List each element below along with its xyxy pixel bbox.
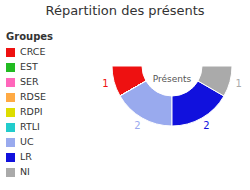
chart: Répartition des présents Groupes CRCE EST SE… <box>0 0 250 190</box>
legend-item: RDPI <box>6 106 42 117</box>
center-label: Présents <box>153 74 192 84</box>
slice <box>120 81 172 126</box>
legend: Groupes CRCE EST SER RDSE RDPI RTLI UC LR NI <box>6 31 53 177</box>
legend-swatch <box>6 123 15 132</box>
donut <box>112 66 232 126</box>
legend-item: CRCE <box>6 46 45 57</box>
legend-label: CRCE <box>20 46 45 57</box>
legend-item: NI <box>6 166 30 177</box>
legend-swatch <box>6 168 15 177</box>
legend-swatch <box>6 48 15 57</box>
legend-swatch <box>6 108 15 117</box>
legend-swatch <box>6 78 15 87</box>
legend-swatch <box>6 153 15 162</box>
legend-swatch <box>6 138 15 147</box>
legend-item: UC <box>6 136 34 147</box>
legend-swatch <box>6 93 15 102</box>
legend-label: RDSE <box>20 91 46 102</box>
legend-item: LR <box>6 151 32 162</box>
data-label: 1 <box>102 78 108 89</box>
legend-label: EST <box>20 61 38 72</box>
legend-item: EST <box>6 61 38 72</box>
data-label: 2 <box>203 120 209 131</box>
legend-label: RDPI <box>20 106 42 117</box>
legend-item: SER <box>6 76 39 87</box>
slice <box>198 66 232 96</box>
legend-label: RTLI <box>20 121 40 132</box>
legend-item: RDSE <box>6 91 46 102</box>
data-label: 2 <box>134 120 140 131</box>
legend-swatch <box>6 63 15 72</box>
data-label: 1 <box>235 78 241 89</box>
legend-item: RTLI <box>6 121 40 132</box>
legend-label: LR <box>20 151 32 162</box>
legend-label: SER <box>20 76 39 87</box>
legend-label: NI <box>20 166 30 177</box>
legend-label: UC <box>20 136 34 147</box>
title: Répartition des présents <box>45 3 204 18</box>
data-labels: 1 2 2 1 <box>102 78 242 131</box>
legend-title: Groupes <box>6 31 53 42</box>
